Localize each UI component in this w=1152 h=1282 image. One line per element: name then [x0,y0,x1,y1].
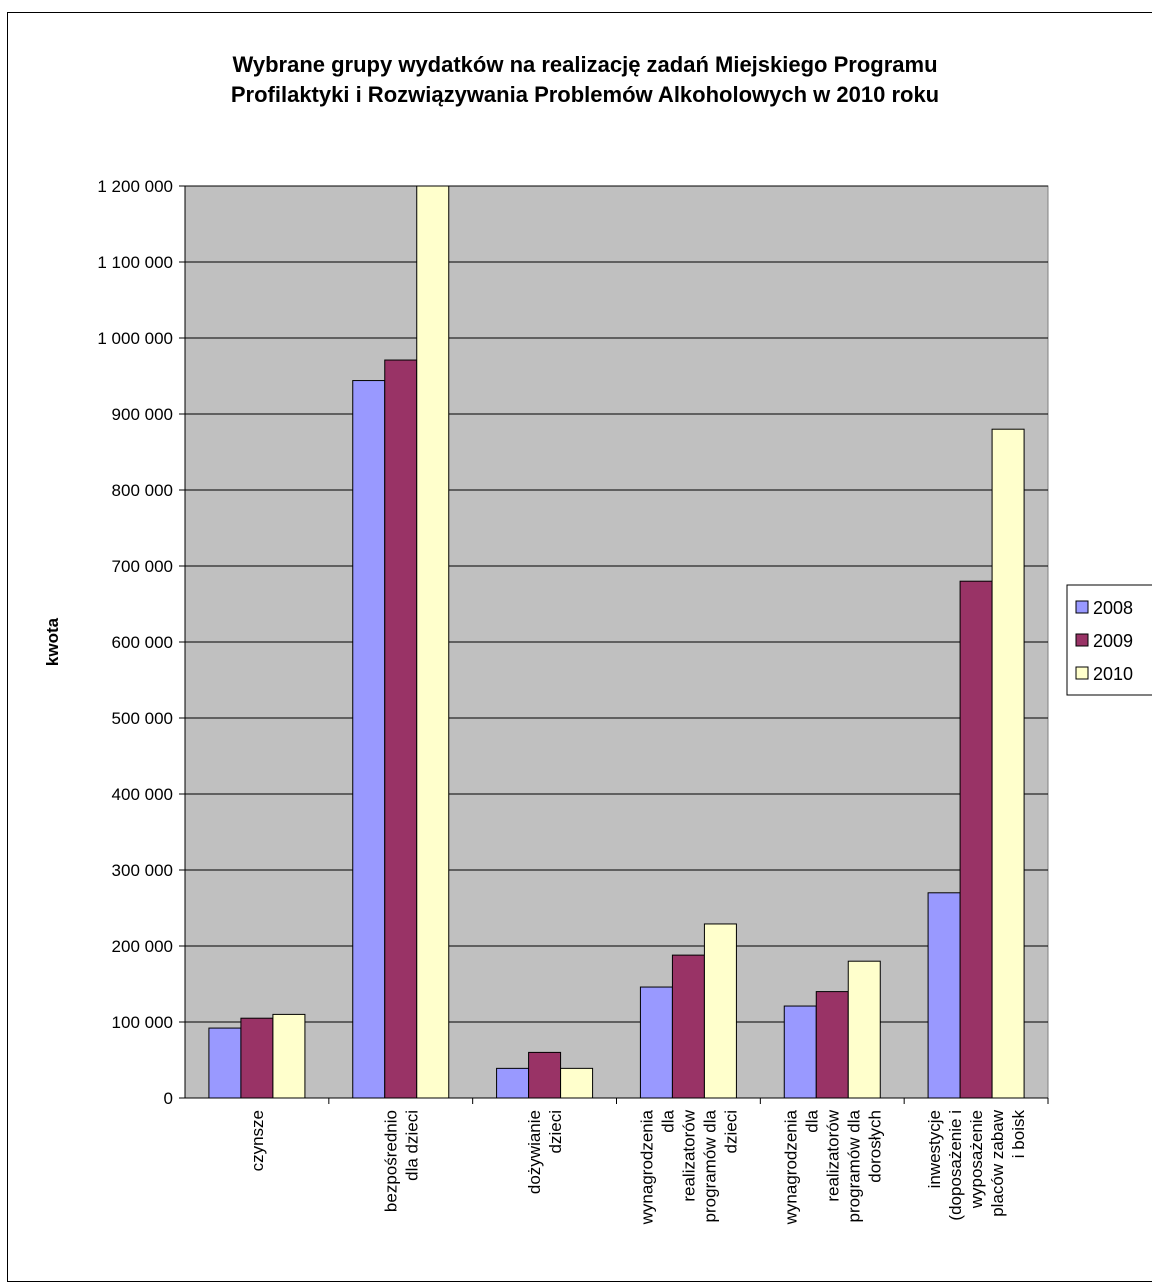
legend-label-2010: 2010 [1093,664,1133,684]
y-tick-label: 1 200 000 [97,177,173,196]
category-label-line: inwestycje [925,1110,944,1188]
y-tick-label: 600 000 [112,633,173,652]
category-label-line: bezpośrednio [381,1110,400,1212]
y-tick-label: 0 [164,1089,173,1108]
legend-swatch-2009 [1075,633,1089,647]
y-tick-label: 400 000 [112,785,173,804]
legend-swatch-2010 [1075,666,1089,680]
bar-2009-cat-2 [384,359,418,1099]
bar-2008-cat-3 [496,1067,530,1099]
category-label-line: dorosłych [865,1110,884,1183]
y-tick-label: 800 000 [112,481,173,500]
bar-2008-cat-4 [639,986,673,1099]
category-label-line: wyposażenie [967,1110,986,1209]
bar-2009-cat-4 [671,954,705,1099]
category-label-2: bezpośrednio dla dzieci [381,1110,421,1212]
category-label-6: inwestycje (doposażenie i wyposażenie placó… [925,1109,1028,1220]
bar-2010-cat-5 [847,960,881,1099]
category-label-4: wynagrodzenia dla realizatorów programów dl… [637,1109,740,1225]
bar-2009-cat-1 [240,1017,274,1099]
category-label-3: dożywianie dzieci [525,1110,565,1194]
category-label-line: realizatorów [823,1109,842,1201]
bar-2008-cat-2 [352,380,386,1099]
y-tick-label: 300 000 [112,861,173,880]
category-label-line: dla dzieci [402,1110,421,1181]
bar-2010-cat-2 [416,185,450,1099]
category-label-line: czynsze [248,1110,267,1171]
category-label-line: dożywianie [525,1110,544,1194]
y-axis-label: kwota [43,617,62,666]
y-tick-label: 200 000 [112,937,173,956]
category-label-line: placów zabaw [988,1109,1007,1217]
category-label-line: programów dla [700,1109,719,1222]
category-label-5: wynagrodzenia dla realizatorów programów dl… [781,1109,884,1225]
category-label-line: dla [658,1109,677,1132]
category-label-1: czynsze [248,1110,267,1171]
category-label-line: (doposażenie i [946,1110,965,1221]
category-label-line: dzieci [546,1110,565,1153]
category-label-line: dla [802,1109,821,1132]
y-tick-label: 100 000 [112,1013,173,1032]
chart-title-line-2: Profilaktyki i Rozwiązywania Problemów A… [231,82,939,107]
legend-label-2009: 2009 [1093,631,1133,651]
category-label-line: programów dla [844,1109,863,1222]
bar-2009-cat-3 [528,1051,562,1099]
y-tick-label: 900 000 [112,405,173,424]
category-label-line: i boisk [1009,1110,1028,1159]
bar-2008-cat-6 [927,892,961,1099]
category-label-line: dzieci [721,1110,740,1153]
category-label-line: wynagrodzenia [781,1109,800,1225]
bar-2010-cat-1 [272,1013,306,1099]
bar-2010-cat-4 [703,923,737,1099]
chart-title-line-1: Wybrane grupy wydatków na realizację zad… [232,52,937,77]
bar-2009-cat-6 [959,580,993,1099]
y-tick-label: 700 000 [112,557,173,576]
category-label-line: wynagrodzenia [637,1109,656,1225]
y-tick-label: 1 000 000 [97,329,173,348]
category-label-line: realizatorów [679,1109,698,1201]
bar-2010-cat-3 [560,1067,594,1099]
legend-label-2008: 2008 [1093,598,1133,618]
bar-2008-cat-5 [783,1005,817,1099]
y-tick-label: 1 100 000 [97,253,173,272]
y-tick-label: 500 000 [112,709,173,728]
bar-2010-cat-6 [991,428,1025,1099]
legend-swatch-2008 [1075,600,1089,614]
bar-2008-cat-1 [208,1027,242,1099]
bar-2009-cat-5 [815,991,849,1099]
